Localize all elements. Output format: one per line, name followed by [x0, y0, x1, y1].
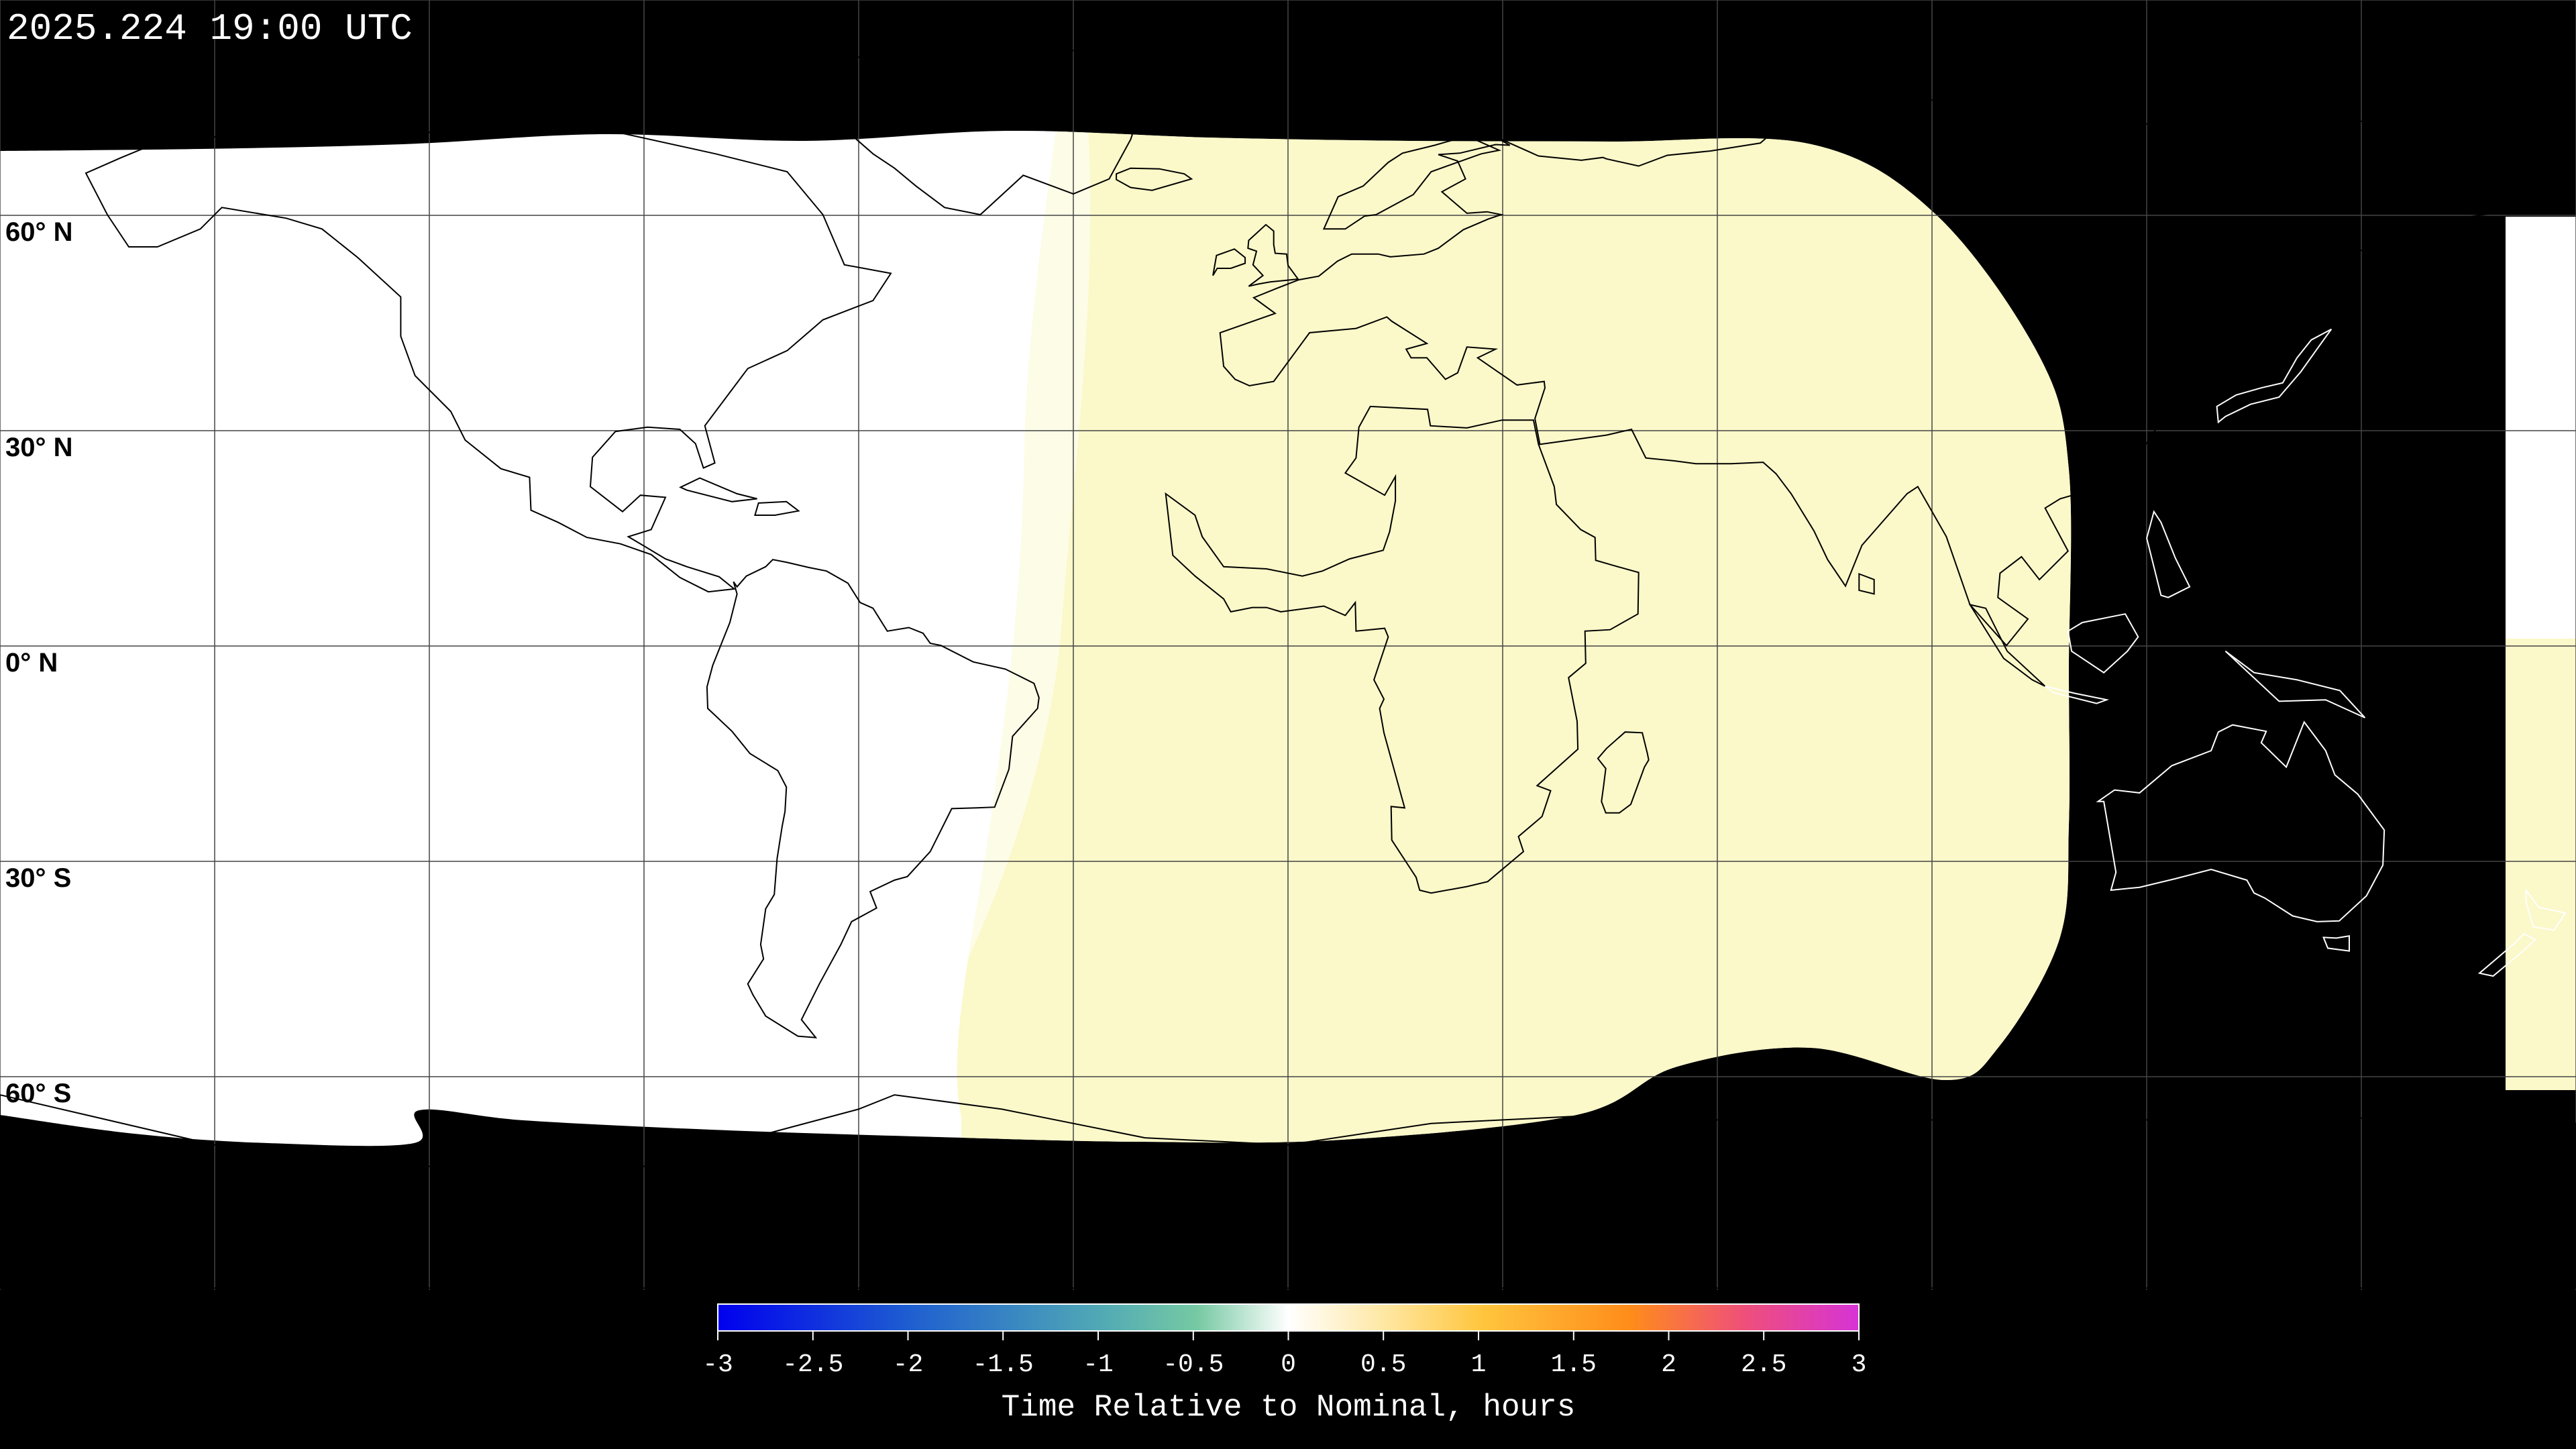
svg-text:-2.5: -2.5	[782, 1350, 843, 1379]
svg-text:0° N: 0° N	[5, 648, 58, 678]
svg-text:-1: -1	[1083, 1350, 1114, 1379]
svg-text:2025.224 19:00 UTC: 2025.224 19:00 UTC	[7, 7, 413, 50]
svg-text:0: 0	[1281, 1350, 1296, 1379]
svg-text:2.5: 2.5	[1741, 1350, 1786, 1379]
svg-text:60° N: 60° N	[5, 217, 73, 247]
svg-text:-2: -2	[893, 1350, 924, 1379]
svg-text:1: 1	[1471, 1350, 1487, 1379]
svg-text:0.5: 0.5	[1360, 1350, 1406, 1379]
svg-text:Time Relative to Nominal, hour: Time Relative to Nominal, hours	[1002, 1390, 1576, 1425]
svg-text:30° S: 30° S	[5, 863, 71, 893]
svg-text:2: 2	[1661, 1350, 1676, 1379]
svg-text:60° S: 60° S	[5, 1079, 71, 1108]
svg-text:-1.5: -1.5	[973, 1350, 1034, 1379]
svg-text:-3: -3	[702, 1350, 733, 1379]
svg-text:1.5: 1.5	[1551, 1350, 1597, 1379]
svg-text:30° N: 30° N	[5, 433, 73, 462]
svg-text:-0.5: -0.5	[1163, 1350, 1224, 1379]
svg-text:3: 3	[1851, 1350, 1867, 1379]
